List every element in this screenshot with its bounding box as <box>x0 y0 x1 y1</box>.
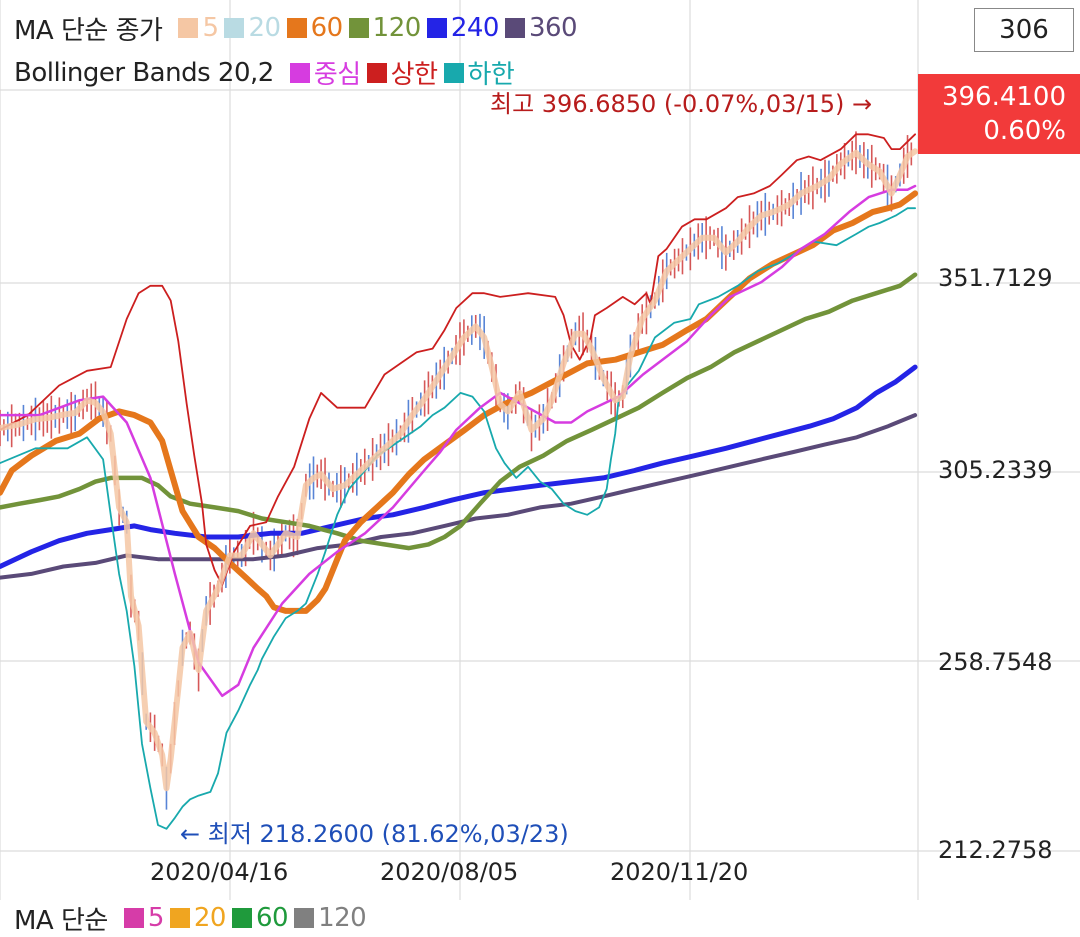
bb-legend-item-label: 상한 <box>390 60 438 90</box>
bottom-legend-item[interactable]: 5 <box>118 903 164 933</box>
top-legend-item[interactable]: 120 <box>343 13 421 43</box>
legend-swatch-icon <box>366 62 387 83</box>
series-line-240 <box>0 364 918 569</box>
arrow-right-icon: → <box>852 90 873 118</box>
top-legend-item-label: 5 <box>202 12 219 43</box>
current-price-badge: 396.4100 0.60% <box>918 74 1080 154</box>
y-tick-label: 305.2339 <box>938 456 1053 484</box>
x-tick-label: 2020/04/16 <box>150 858 289 886</box>
series-line-5 <box>0 148 919 792</box>
bb-legend-item-label: 중심 <box>313 60 361 90</box>
top-legend-item-label: 60 <box>310 12 344 43</box>
price-chart[interactable] <box>0 0 1080 900</box>
top-legend-item-label: 240 <box>450 12 500 43</box>
period-input[interactable]: 306 <box>974 8 1074 52</box>
series-line-60 <box>0 190 919 614</box>
bb-legend-item[interactable]: 하한 <box>438 54 515 91</box>
top-legend-item[interactable]: 240 <box>421 13 499 43</box>
legend-swatch-icon <box>504 17 525 38</box>
top-legend-item-label: 20 <box>248 12 281 43</box>
high-annotation-text: 최고 396.6850 (-0.07%,03/15) <box>490 90 845 118</box>
top-legend-item-label: 360 <box>528 12 578 43</box>
bottom-legend-item-label: 20 <box>193 902 227 933</box>
bb-legend-item[interactable]: 중심 <box>284 54 361 91</box>
top-legend-item-label: 120 <box>372 12 422 43</box>
legend-swatch-icon <box>286 17 307 38</box>
arrow-left-icon: ← <box>180 820 201 848</box>
legend-swatch-icon <box>224 17 245 38</box>
bb-legend-item-label: 하한 <box>467 60 515 90</box>
y-tick-label: 258.7548 <box>938 648 1053 676</box>
bottom-legend-item[interactable]: 20 <box>164 903 226 933</box>
top-legend-item[interactable]: 360 <box>499 12 578 43</box>
legend-swatch-icon <box>169 907 190 928</box>
indicator-legend-label: MA 단순 <box>14 906 108 936</box>
legend-swatch-icon <box>443 62 464 83</box>
legend-swatch-icon <box>123 907 144 928</box>
ma-legend-label: MA 단순 종가 <box>14 16 163 46</box>
current-price-change: 0.60% <box>983 116 1066 146</box>
top-legend-item[interactable]: 60 <box>281 13 343 43</box>
series-line-상한 <box>0 133 916 586</box>
low-annotation-text: 최저 218.2600 (81.62%,03/23) <box>207 820 569 848</box>
legend-swatch-icon <box>289 62 310 83</box>
top-legend-item[interactable]: 20 <box>218 12 281 43</box>
ma-legend: MA 단순 종가 5 20 60 120 240 360 <box>14 10 578 47</box>
bollinger-legend-label: Bollinger Bands 20,2 <box>14 57 274 88</box>
bottom-legend-item[interactable]: 120 <box>288 902 367 933</box>
indicator-legend: MA 단순 5 20 60 120 <box>14 900 367 937</box>
bottom-legend-item-label: 5 <box>147 902 165 933</box>
y-tick-label: 351.7129 <box>938 264 1053 292</box>
high-annotation: 최고 396.6850 (-0.07%,03/15) → <box>490 84 872 119</box>
low-annotation: ← 최저 218.2600 (81.62%,03/23) <box>180 814 569 849</box>
bottom-legend-item-label: 120 <box>318 902 367 933</box>
series-line-중심 <box>0 184 917 698</box>
bollinger-legend: Bollinger Bands 20,2 중심 상한 하한 <box>14 54 515 91</box>
x-tick-label: 2020/11/20 <box>610 858 749 886</box>
bottom-legend-item[interactable]: 60 <box>226 902 289 933</box>
y-tick-label: 212.2758 <box>938 836 1053 864</box>
x-tick-label: 2020/08/05 <box>380 858 519 886</box>
bb-legend-item[interactable]: 상한 <box>361 54 438 91</box>
series-line-360 <box>0 413 918 580</box>
legend-swatch-icon <box>231 907 252 928</box>
legend-swatch-icon <box>426 17 447 38</box>
bottom-legend-item-label: 60 <box>255 902 289 933</box>
legend-swatch-icon <box>294 907 315 928</box>
legend-swatch-icon <box>348 17 369 38</box>
legend-swatch-icon <box>178 17 199 38</box>
current-price-value: 396.4100 <box>941 82 1066 112</box>
series-line-하한 <box>0 207 916 830</box>
series-line-120 <box>0 272 918 551</box>
top-legend-item[interactable]: 5 <box>172 12 219 43</box>
